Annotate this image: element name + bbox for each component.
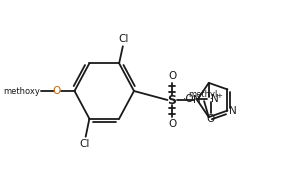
Text: N: N	[229, 106, 237, 116]
Text: Cl: Cl	[79, 139, 90, 149]
Text: O: O	[206, 114, 215, 124]
Text: +: +	[216, 93, 222, 99]
Text: Cl: Cl	[119, 34, 129, 44]
Text: S: S	[168, 94, 177, 107]
Text: methoxy: methoxy	[3, 86, 40, 95]
Text: N: N	[211, 94, 218, 104]
Text: O: O	[168, 71, 176, 81]
Text: N: N	[193, 95, 201, 105]
Text: ·O: ·O	[183, 94, 195, 104]
Text: O: O	[52, 86, 60, 96]
Text: O: O	[168, 119, 176, 129]
Text: methyl: methyl	[189, 90, 218, 99]
